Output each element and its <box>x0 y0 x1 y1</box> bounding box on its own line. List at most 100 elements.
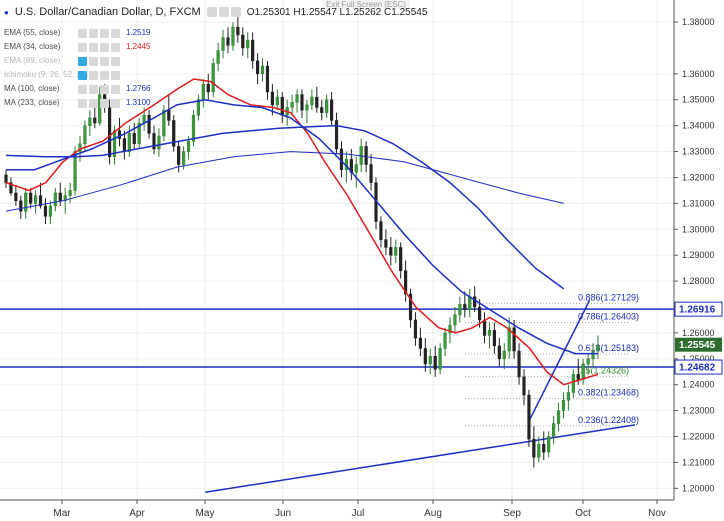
settings-icon[interactable] <box>89 28 98 38</box>
settings-icon[interactable] <box>89 98 98 108</box>
candle <box>487 322 492 349</box>
candle-body <box>260 65 265 75</box>
candle-body <box>310 96 314 106</box>
candle <box>384 229 388 256</box>
candle-body <box>408 293 413 321</box>
legend-name: EMA (89, close) <box>4 56 61 65</box>
symbol-title: U.S. Dollar/Canadian Dollar, D, FXCM <box>14 6 201 18</box>
price-label-text: 1.26916 <box>679 305 716 316</box>
candle <box>399 242 403 279</box>
legend-row[interactable]: EMA (55, close) 1.2519 <box>4 26 150 40</box>
header-icons[interactable] <box>206 7 241 17</box>
lock-icon[interactable] <box>100 42 109 52</box>
candle-body <box>389 247 393 256</box>
lock-icon[interactable] <box>100 70 109 80</box>
candle <box>320 99 324 121</box>
legend-row[interactable]: Ichimoku (9, 26, 52, 26) <box>4 68 150 82</box>
lock-icon[interactable] <box>100 56 109 66</box>
x-axis: Mar Apr May Jun Jul Aug Sep Oct Nov <box>53 500 666 519</box>
candle-body <box>334 120 339 150</box>
eye-icon[interactable] <box>78 70 87 80</box>
candle-body <box>512 327 516 352</box>
candle <box>404 260 408 302</box>
candle-body <box>394 247 398 256</box>
close-icon[interactable] <box>111 42 120 52</box>
candle <box>591 343 595 367</box>
candle <box>561 392 566 419</box>
x-tick-label: Sep <box>503 508 521 519</box>
legend-row[interactable]: MA (233, close) 1.3100 <box>4 96 150 110</box>
candle-body <box>330 99 334 121</box>
candle <box>532 426 536 468</box>
settings-icon[interactable] <box>89 42 98 52</box>
eye-icon[interactable] <box>78 84 87 94</box>
legend-icons[interactable] <box>78 98 120 108</box>
candle-body <box>320 107 324 113</box>
indicator-legend: EMA (55, close) 1.2519 EMA (34, close) 1.24… <box>4 26 150 110</box>
candle-body <box>167 109 171 121</box>
candle <box>413 312 418 346</box>
legend-icons[interactable] <box>78 84 120 94</box>
legend-row[interactable]: MA (100, close) 1.2766 <box>4 82 150 96</box>
candle-body <box>532 438 536 458</box>
candle-body <box>14 192 18 202</box>
lock-icon[interactable] <box>100 28 109 38</box>
close-icon[interactable] <box>111 98 120 108</box>
legend-row[interactable]: EMA (34, close) 1.2445 <box>4 40 150 54</box>
close-icon[interactable] <box>111 84 120 94</box>
candle-body <box>552 423 556 437</box>
legend-value: 1.2445 <box>126 42 151 51</box>
x-tick-label: Jul <box>352 508 365 519</box>
lock-icon[interactable] <box>100 98 109 108</box>
candle <box>374 177 378 230</box>
close-icon[interactable] <box>111 70 120 80</box>
legend-icons[interactable] <box>78 28 120 38</box>
candle-body <box>147 115 151 134</box>
candle-body <box>497 345 501 360</box>
candle <box>522 369 526 406</box>
chart-header: ● U.S. Dollar/Canadian Dollar, D, FXCM O… <box>4 6 427 18</box>
candle-body <box>542 444 546 453</box>
candle-body <box>482 319 487 336</box>
candle-body <box>369 164 373 183</box>
eye-icon[interactable] <box>78 98 87 108</box>
x-tick-label: Nov <box>648 508 666 519</box>
legend-row[interactable]: EMA (89, close) <box>4 54 150 68</box>
close-icon[interactable] <box>111 28 120 38</box>
candle-body <box>19 200 23 212</box>
exit-fullscreen-button[interactable]: Exit Full Screen (ESC) <box>322 0 411 9</box>
candle <box>354 156 358 188</box>
candle <box>325 94 329 118</box>
candle-body <box>34 195 38 204</box>
candle-body <box>196 99 200 116</box>
eye-icon[interactable] <box>78 42 87 52</box>
y-tick-label: 1.38000 <box>682 17 715 27</box>
close-icon[interactable] <box>111 56 120 66</box>
legend-icons[interactable] <box>78 70 120 80</box>
candle <box>547 431 551 458</box>
legend-icons[interactable] <box>78 42 120 52</box>
candle-body <box>492 330 496 347</box>
candle <box>571 369 575 398</box>
candle <box>24 187 28 219</box>
candle <box>216 42 220 72</box>
candle <box>251 32 255 69</box>
candle-body <box>576 374 580 380</box>
candle <box>433 345 437 377</box>
legend-icons[interactable] <box>78 56 120 66</box>
candle-body <box>379 221 383 240</box>
candle <box>43 198 48 225</box>
lock-icon[interactable] <box>100 84 109 94</box>
settings-icon[interactable] <box>89 56 98 66</box>
candle-body <box>325 99 329 113</box>
settings-icon[interactable] <box>89 70 98 80</box>
candle <box>157 128 161 157</box>
candle-body <box>24 192 28 212</box>
settings-icon[interactable] <box>89 84 98 94</box>
candle <box>211 58 215 98</box>
eye-icon[interactable] <box>78 56 87 66</box>
candle <box>14 185 18 206</box>
candle <box>172 115 176 152</box>
eye-icon[interactable] <box>78 28 87 38</box>
